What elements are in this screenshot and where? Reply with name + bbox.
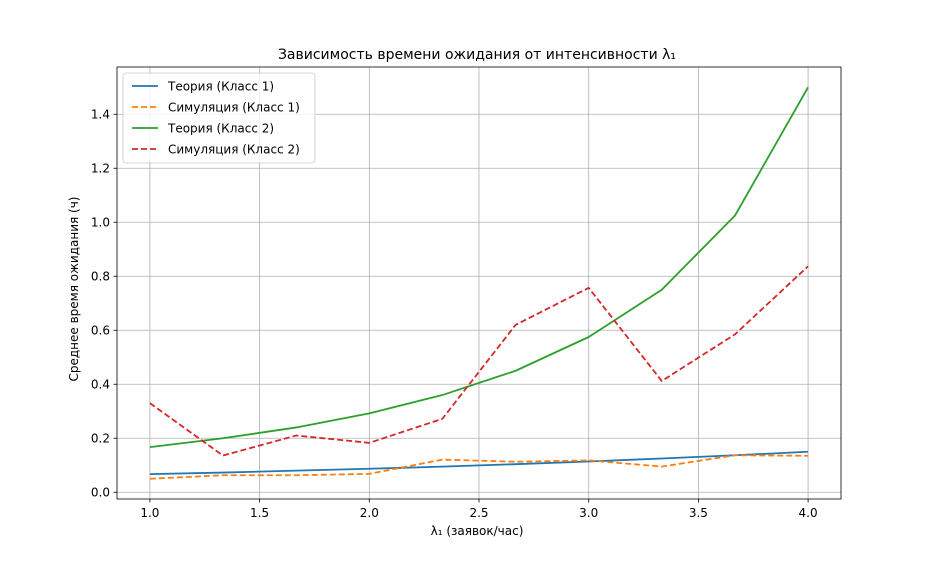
x-axis-label: λ₁ (заявок/час) <box>431 524 524 538</box>
x-tick-label: 1.0 <box>140 506 159 520</box>
y-tick-label: 0.6 <box>91 323 110 337</box>
legend-label: Симуляция (Класс 2) <box>168 143 300 157</box>
chart-title: Зависимость времени ожидания от интенсив… <box>278 47 676 63</box>
y-tick-label: 0.0 <box>91 485 110 499</box>
y-tick-label: 0.4 <box>91 377 110 391</box>
legend-label: Симуляция (Класс 1) <box>168 101 300 115</box>
legend-label: Теория (Класс 2) <box>167 122 274 136</box>
y-tick-label: 0.2 <box>91 431 110 445</box>
series-line-3 <box>149 86 809 449</box>
x-tick-label: 3.5 <box>689 506 708 520</box>
series-line-1 <box>149 450 809 476</box>
axis-ticks: 1.0 1.5 2.0 2.5 3.0 3.5 4.0 0.0 0.2 0.4 0.6 0.8 1.0 1… <box>91 107 818 520</box>
y-tick-label: 1.4 <box>91 107 110 121</box>
legend: Теория (Класс 1) Симуляция (Класс 1) Теори… <box>122 72 316 164</box>
x-tick-label: 2.0 <box>360 506 379 520</box>
series-line-4 <box>149 265 809 457</box>
y-tick-label: 0.8 <box>91 269 110 283</box>
y-tick-label: 1.0 <box>91 215 110 229</box>
y-axis-label: Среднее время ожидания (ч) <box>67 197 81 382</box>
series-lines <box>149 86 809 480</box>
legend-box <box>122 72 316 164</box>
grid-lines <box>117 67 841 499</box>
x-tick-label: 3.0 <box>579 506 598 520</box>
x-tick-label: 4.0 <box>799 506 818 520</box>
legend-label: Теория (Класс 1) <box>167 80 274 94</box>
y-tick-label: 1.2 <box>91 161 110 175</box>
x-tick-label: 2.5 <box>469 506 488 520</box>
series-line-2 <box>149 454 809 480</box>
x-tick-label: 1.5 <box>250 506 269 520</box>
